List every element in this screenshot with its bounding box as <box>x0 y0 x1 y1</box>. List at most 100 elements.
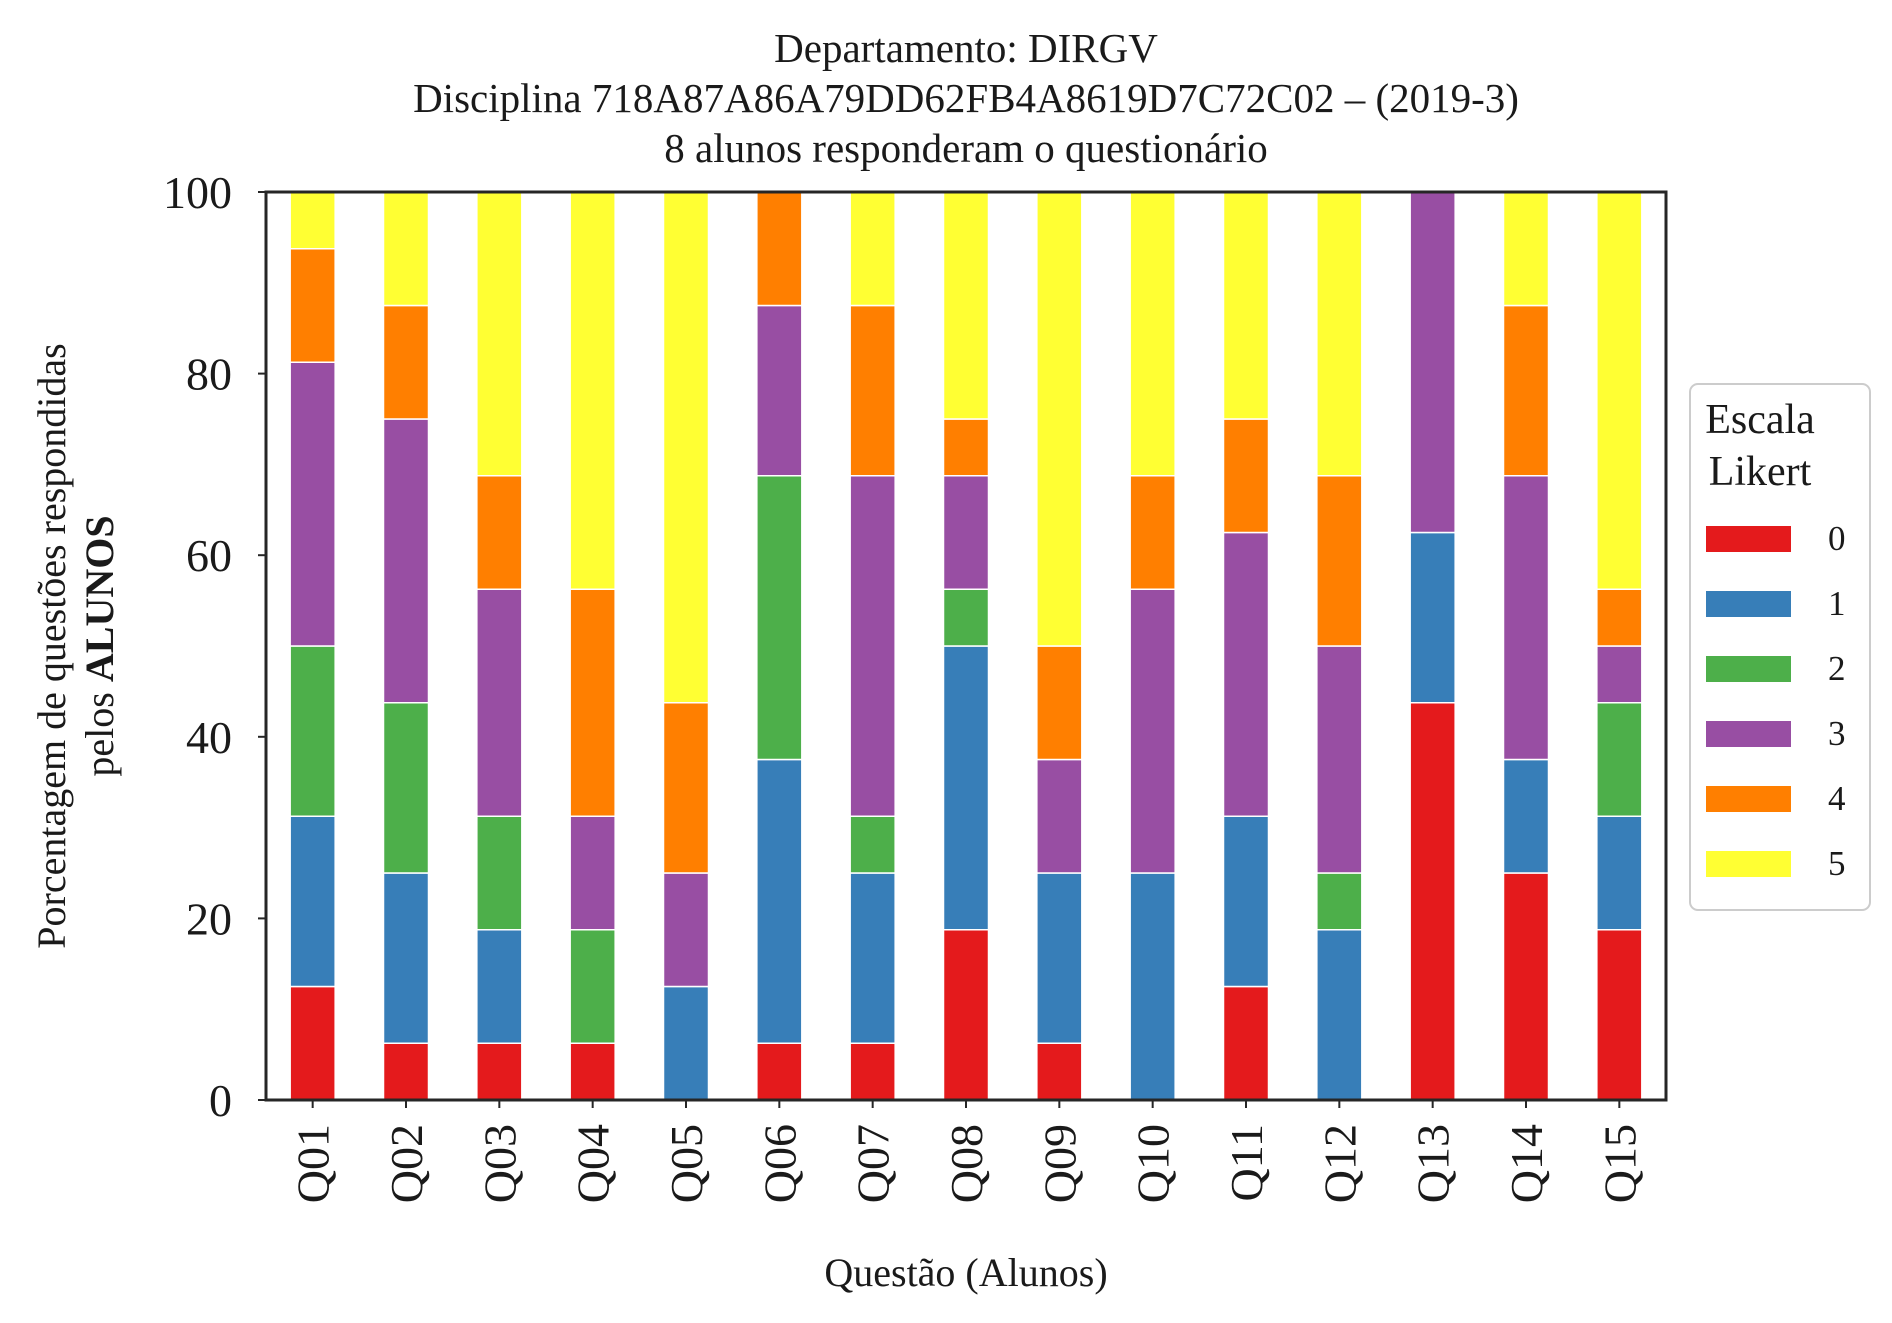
bar-q14-likert-3 <box>1502 475 1550 761</box>
legend-title-line1: Escala <box>1705 397 1815 443</box>
x-tick-label-q04: Q04 <box>568 1124 619 1203</box>
y-axis-label-bold: ALUNOS <box>77 515 122 682</box>
bar-q14-likert-4 <box>1502 304 1550 477</box>
legend-swatch-5 <box>1706 851 1791 877</box>
bar-q02-likert-3 <box>382 418 430 704</box>
bars-group <box>289 191 1643 1101</box>
bar-q09-likert-0 <box>1036 1042 1083 1101</box>
chart-title-line2: Disciplina 718A87A86A79DD62FB4A8619D7C72… <box>413 75 1519 121</box>
bar-q11-likert-1 <box>1222 815 1270 988</box>
bar-q06-likert-1 <box>756 758 803 1044</box>
legend-swatch-4 <box>1706 786 1791 812</box>
x-axis-ticks: Q01 Q02 Q03 Q04 Q05 Q06 Q07 Q08 Q09 Q10 Q11 Q12 Q13 Q… <box>288 1100 1645 1203</box>
bar-q10-likert-1 <box>1129 872 1176 1101</box>
bar-q01-likert-2 <box>289 645 336 817</box>
bar-q04-likert-0 <box>569 1042 616 1101</box>
bar-q14-likert-0 <box>1502 872 1550 1101</box>
bar-q06-likert-3 <box>756 304 803 477</box>
x-tick-label-q06: Q06 <box>754 1124 805 1203</box>
legend-label-0: 0 <box>1828 519 1846 558</box>
legend-label-2: 2 <box>1828 649 1846 688</box>
bar-q02-likert-4 <box>382 304 430 420</box>
y-tick-label-20: 20 <box>186 893 232 944</box>
y-tick-label-40: 40 <box>186 712 232 763</box>
bar-q10-likert-3 <box>1129 588 1176 874</box>
bar-q02-likert-5 <box>382 191 430 307</box>
bar-q13-likert-3 <box>1409 191 1456 534</box>
x-axis-label: Questão (Alunos) <box>824 1250 1107 1295</box>
bar-q03-likert-4 <box>476 475 523 590</box>
bar-q01-likert-0 <box>289 985 336 1101</box>
x-tick-label-q03: Q03 <box>474 1124 525 1203</box>
bar-q15-likert-1 <box>1596 815 1643 931</box>
x-tick-label-q07: Q07 <box>848 1124 899 1203</box>
x-tick-label-q01: Q01 <box>288 1124 339 1203</box>
bar-q15-likert-5 <box>1596 191 1643 590</box>
chart-title-line1: Departamento: DIRGV <box>774 25 1158 71</box>
bar-q08-likert-5 <box>942 191 990 420</box>
bar-q09-likert-3 <box>1036 758 1083 874</box>
bar-q01-likert-3 <box>289 361 336 647</box>
y-axis-label-prefix: pelos <box>77 682 122 776</box>
bar-q05-likert-3 <box>662 872 710 988</box>
x-tick-label-q05: Q05 <box>661 1124 712 1203</box>
bar-q15-likert-0 <box>1596 929 1643 1101</box>
legend-swatch-2 <box>1706 656 1791 682</box>
legend-items: 0 1 2 3 4 5 <box>1706 519 1846 883</box>
legend-swatch-3 <box>1706 721 1791 747</box>
bar-q12-likert-5 <box>1316 191 1363 477</box>
bar-q07-likert-4 <box>849 304 896 477</box>
legend-swatch-1 <box>1706 591 1791 617</box>
bar-q04-likert-5 <box>569 191 616 590</box>
x-tick-label-q12: Q12 <box>1314 1124 1365 1203</box>
legend-label-4: 4 <box>1828 779 1846 818</box>
bar-q06-likert-2 <box>756 475 803 761</box>
x-tick-label-q14: Q14 <box>1501 1124 1552 1203</box>
x-tick-label-q11: Q11 <box>1221 1124 1272 1202</box>
bar-q07-likert-5 <box>849 191 896 307</box>
bar-q14-likert-5 <box>1502 191 1550 307</box>
legend-frame <box>1689 383 1871 911</box>
y-axis-label-line2: pelos ALUNOS <box>77 515 122 776</box>
y-tick-label-80: 80 <box>186 349 232 400</box>
bar-q11-likert-4 <box>1222 418 1270 534</box>
bar-q01-likert-5 <box>289 191 336 250</box>
bar-q04-likert-4 <box>569 588 616 817</box>
y-tick-label-0: 0 <box>209 1075 232 1126</box>
x-tick-label-q10: Q10 <box>1128 1124 1179 1203</box>
bar-q06-likert-0 <box>756 1042 803 1101</box>
bar-q09-likert-5 <box>1036 191 1083 647</box>
bar-q15-likert-4 <box>1596 588 1643 647</box>
bar-q12-likert-4 <box>1316 475 1363 647</box>
x-tick-label-q08: Q08 <box>941 1124 992 1203</box>
bar-q03-likert-5 <box>476 191 523 477</box>
bar-q07-likert-2 <box>849 815 896 874</box>
x-tick-label-q09: Q09 <box>1034 1124 1085 1203</box>
y-axis-ticks: 0 20 40 60 80 100 <box>163 167 266 1126</box>
bar-q03-likert-3 <box>476 588 523 817</box>
legend: Escala Likert 0 1 2 3 4 5 <box>1689 383 1871 911</box>
bar-q11-likert-0 <box>1222 985 1270 1101</box>
bar-q12-likert-2 <box>1316 872 1363 931</box>
legend-label-5: 5 <box>1828 844 1846 883</box>
bar-q14-likert-1 <box>1502 758 1550 874</box>
bar-q02-likert-1 <box>382 872 430 1044</box>
bar-q09-likert-1 <box>1036 872 1083 1044</box>
bar-q02-likert-0 <box>382 1042 430 1101</box>
bar-q04-likert-2 <box>569 929 616 1044</box>
legend-title-line2: Likert <box>1709 449 1812 495</box>
bar-q11-likert-3 <box>1222 531 1270 817</box>
legend-swatch-0 <box>1706 526 1791 552</box>
bar-q12-likert-3 <box>1316 645 1363 874</box>
y-tick-label-60: 60 <box>186 530 232 581</box>
bar-q03-likert-2 <box>476 815 523 931</box>
bar-q07-likert-3 <box>849 475 896 817</box>
x-tick-label-q15: Q15 <box>1594 1124 1645 1203</box>
legend-label-3: 3 <box>1828 714 1846 753</box>
bar-q08-likert-3 <box>942 475 990 590</box>
legend-label-1: 1 <box>1828 584 1846 623</box>
bar-q07-likert-0 <box>849 1042 896 1101</box>
bar-q05-likert-4 <box>662 702 710 874</box>
bar-q15-likert-3 <box>1596 645 1643 704</box>
